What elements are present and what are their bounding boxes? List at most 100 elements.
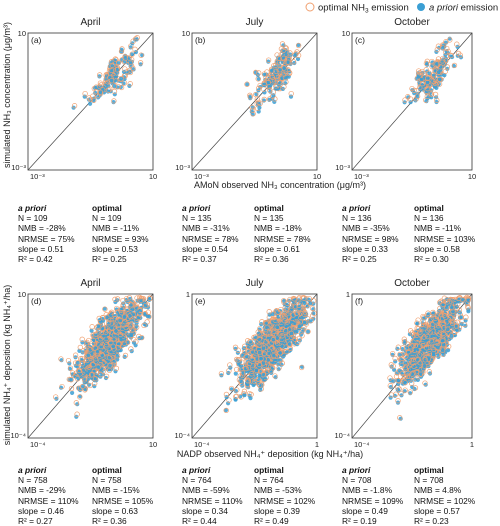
panel-a-title: April [80, 17, 100, 28]
optimal-point [130, 38, 136, 44]
optimal-point [122, 66, 128, 72]
apriori-point [69, 377, 74, 382]
panel-a-x-tick-min: 10⁻³ [30, 172, 45, 181]
apriori-point [245, 82, 250, 87]
apriori-point [102, 306, 107, 311]
optimal-point [68, 377, 74, 383]
apriori-point [286, 74, 291, 79]
optimal-point [134, 35, 140, 41]
legend-apriori-marker [417, 3, 425, 11]
optimal-point [89, 324, 95, 330]
optimal-point [423, 60, 430, 67]
panel-d-x-tick-max: 10 [149, 440, 157, 449]
apriori-point [418, 87, 423, 92]
optimal-point [98, 82, 104, 88]
optimal-point [128, 322, 134, 328]
optimal-point [417, 84, 423, 91]
optimal-point [279, 41, 286, 47]
panel-c-letter: (c) [355, 35, 365, 45]
apriori-point [104, 337, 109, 342]
optimal-point [71, 103, 78, 109]
optimal-point [423, 67, 429, 73]
optimal-point [250, 107, 256, 113]
apriori-point [87, 359, 93, 364]
apriori-point [87, 368, 92, 373]
panel-f-title: October [394, 278, 430, 289]
optimal-point [425, 86, 431, 92]
apriori-point [91, 98, 96, 103]
apriori-point [257, 373, 262, 378]
optimal-point [257, 100, 263, 107]
optimal-point [428, 91, 435, 97]
optimal-point [100, 315, 106, 321]
optimal-point [431, 72, 437, 78]
optimal-point [127, 81, 133, 87]
apriori-point [88, 101, 93, 106]
optimal-point [253, 69, 259, 76]
optimal-point [292, 52, 298, 58]
optimal-point [114, 296, 121, 302]
optimal-point [136, 311, 143, 317]
optimal-point [265, 57, 272, 63]
apriori-point [135, 308, 140, 313]
optimal-point [114, 353, 121, 359]
optimal-point [130, 65, 136, 71]
optimal-point [432, 91, 439, 98]
panel-d-letter: (d) [31, 296, 42, 306]
optimal-point [281, 55, 287, 61]
optimal-point [261, 71, 268, 77]
panel-a-y-tick-max: 10 [18, 29, 26, 38]
optimal-point [80, 383, 86, 390]
optimal-point [280, 47, 287, 53]
panel-b-x-tick-max: 10 [313, 172, 321, 181]
apriori-point [439, 60, 444, 65]
panel-d-x-tick-min: 10⁻⁴ [30, 440, 46, 449]
apriori-point [118, 76, 123, 81]
optimal-point [86, 346, 92, 352]
panel-f-x-tick-min: 10⁻⁴ [354, 440, 370, 449]
optimal-point [424, 79, 431, 85]
apriori-point [126, 57, 131, 62]
optimal-point [438, 64, 444, 70]
optimal-point [128, 346, 134, 352]
optimal-point [457, 52, 463, 58]
optimal-point [98, 371, 104, 378]
optimal-point [137, 60, 144, 66]
apriori-point [76, 370, 82, 375]
legend-optimal-label: optimal NH3 emission [318, 3, 409, 15]
apriori-point [97, 317, 102, 323]
legend-optimal-marker [305, 2, 315, 12]
apriori-point [301, 315, 306, 320]
optimal-point [288, 90, 294, 97]
optimal-point [94, 92, 101, 99]
apriori-point [108, 69, 113, 75]
panel-d-y-tick-min: 10⁻⁴ [10, 431, 26, 440]
apriori-point [257, 105, 262, 110]
optimal-point [276, 79, 283, 86]
panel-d-title: April [80, 278, 100, 289]
optimal-point [451, 62, 458, 69]
apriori-point [425, 76, 431, 81]
panel-e-x-tick-min: 10⁻⁴ [194, 440, 210, 449]
optimal-point [65, 357, 72, 364]
apriori-point [111, 359, 117, 365]
panel-d-points [53, 294, 153, 419]
optimal-point [124, 306, 130, 312]
panel-e: July(e)110⁻⁴10⁻⁴ 1 [174, 278, 319, 449]
apriori-point [122, 321, 127, 326]
optimal-point [417, 70, 423, 76]
optimal-point [112, 56, 119, 62]
optimal-point [440, 44, 446, 51]
apriori-point [256, 109, 261, 114]
optimal-point [256, 70, 262, 76]
legend: optimal NH3 emission a priori emission [305, 2, 498, 15]
optimal-point [133, 305, 140, 311]
optimal-point [82, 90, 88, 97]
panel-f-y-tick-max: 1 [346, 290, 350, 299]
optimal-point [95, 323, 101, 329]
optimal-point [402, 97, 408, 103]
optimal-point [112, 296, 118, 302]
panel-a-y-tick-min: 10⁻³ [11, 163, 26, 172]
optimal-point [434, 61, 440, 67]
